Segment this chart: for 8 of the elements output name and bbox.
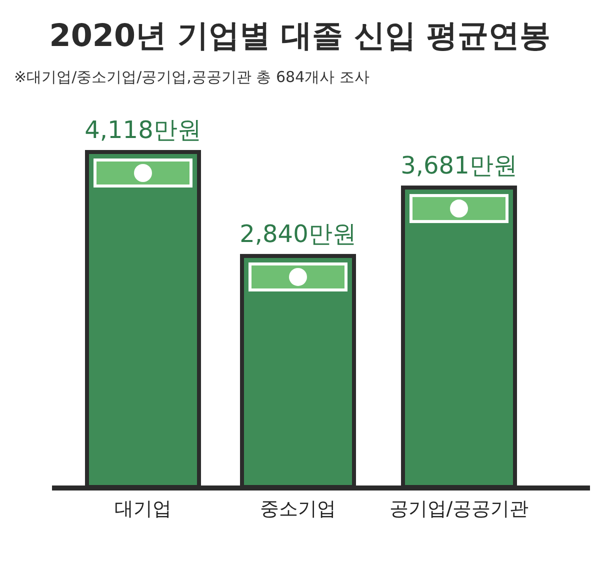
chart-subtitle: ※대기업/중소기업/공기업,공공기관 총 684개사 조사 — [14, 68, 370, 86]
data-label: 3,681만원 — [400, 152, 518, 180]
x-tick-label: 공기업/공공기관 — [389, 498, 529, 520]
chart-title: 2020년 기업별 대졸 신입 평균연봉 — [49, 18, 551, 54]
x-tick-label: 중소기업 — [260, 498, 336, 520]
data-label: 2,840만원 — [240, 220, 356, 248]
x-tick-label: 대기업 — [114, 498, 172, 520]
data-label: 4,118만원 — [84, 116, 202, 144]
